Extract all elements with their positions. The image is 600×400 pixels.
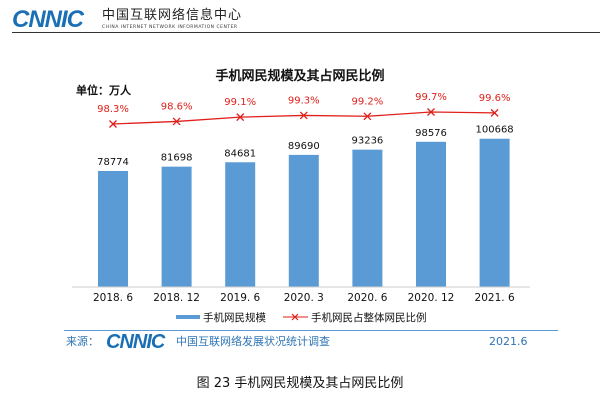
ratio-point-marker xyxy=(427,108,435,116)
bar xyxy=(225,162,256,287)
bar xyxy=(288,154,319,287)
ratio-value-label: 99.2% xyxy=(352,96,384,107)
ratio-point-marker xyxy=(109,120,117,128)
x-tick-label: 2021. 6 xyxy=(475,292,515,304)
bar xyxy=(479,138,510,287)
chart-title: 手机网民规模及其占网民比例 xyxy=(215,68,384,84)
ratio-value-label: 99.1% xyxy=(224,97,256,108)
ratio-value-label: 99.7% xyxy=(415,92,447,103)
org-name-cn: 中国互联网络信息中心 xyxy=(102,8,243,23)
source-divider xyxy=(64,330,558,331)
bar xyxy=(98,170,128,287)
x-tick-label: 2019. 6 xyxy=(220,292,260,304)
bar xyxy=(352,149,383,287)
ratio-point-marker xyxy=(172,117,181,126)
bar-value-label: 98576 xyxy=(415,128,447,139)
org-name-en: CHINA INTERNET NETWORK INFORMATION CENTE… xyxy=(102,25,238,30)
chart: 手机网民规模及其占网民比例 单位：万人 78774 2018. 6 81698 201… xyxy=(72,68,530,324)
ratio-point-marker xyxy=(299,111,308,120)
x-tick-label: 2018. 12 xyxy=(153,292,200,304)
bar-value-label: 81698 xyxy=(161,153,193,164)
x-tick-label: 2018. 6 xyxy=(93,292,133,304)
ratio-point-marker xyxy=(490,108,499,117)
bar-value-label: 89690 xyxy=(288,141,320,152)
ratio-point-marker xyxy=(236,113,245,122)
bar-value-label: 78774 xyxy=(97,157,129,168)
cnnic-logo: CNNIC xyxy=(12,6,84,33)
source-date: 2021.6 xyxy=(489,335,528,348)
x-tick-label: 2020. 12 xyxy=(408,292,455,304)
legend-x-marker-icon xyxy=(291,313,299,321)
ratio-value-label: 99.3% xyxy=(288,95,320,106)
unit-label: 单位：万人 xyxy=(76,83,132,97)
legend-bar-label: 手机网民规模 xyxy=(203,311,266,324)
ratio-point-marker xyxy=(363,112,372,121)
ratio-value-label: 99.6% xyxy=(479,93,511,104)
bar xyxy=(416,141,446,287)
bar xyxy=(161,166,192,287)
bar-value-label: 100668 xyxy=(476,125,514,136)
figure-caption: 图 23 手机网民规模及其占网民比例 xyxy=(196,376,404,391)
bar-value-label: 93236 xyxy=(351,136,383,147)
ratio-value-label: 98.6% xyxy=(161,101,193,112)
header-divider xyxy=(12,32,600,33)
legend-line-label: 手机网民占整体网民比例 xyxy=(311,311,427,324)
source-label: 来源： xyxy=(66,335,99,348)
x-tick-label: 2020. 3 xyxy=(284,292,324,304)
bar-value-label: 84681 xyxy=(224,148,256,159)
legend: 手机网民规模 手机网民占整体网民比例 xyxy=(176,311,427,324)
ratio-line xyxy=(112,111,495,125)
legend-bar-swatch xyxy=(176,315,200,319)
source-text: 中国互联网络发展状况统计调查 xyxy=(176,335,330,348)
source-logo: CNNIC xyxy=(106,331,165,353)
ratio-value-label: 98.3% xyxy=(97,104,129,115)
x-tick-label: 2020. 6 xyxy=(347,292,387,304)
